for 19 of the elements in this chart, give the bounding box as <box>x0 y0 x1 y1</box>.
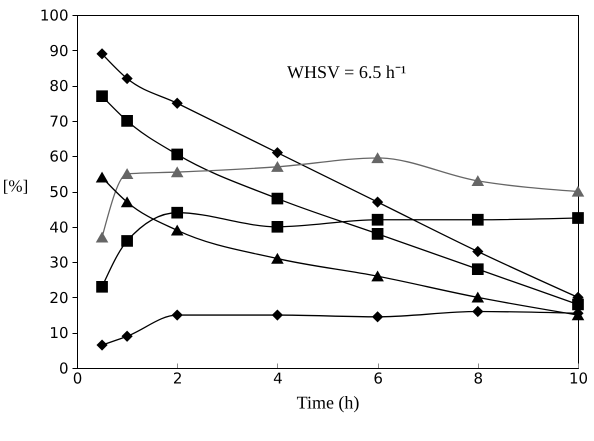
y-tick-label: 50 <box>49 183 68 201</box>
y-tick-label: 100 <box>40 6 68 24</box>
annotation: WHSV = 6.5 h⁻¹ <box>287 62 406 82</box>
y-tick-label: 10 <box>49 324 68 342</box>
x-tick-label: 0 <box>72 370 82 388</box>
y-tick-label: 90 <box>49 42 68 60</box>
y-tick-label: 60 <box>49 148 68 166</box>
x-tick-label: 2 <box>172 370 182 388</box>
x-tick-label: 8 <box>474 370 484 388</box>
y-tick-label: 70 <box>49 112 68 130</box>
y-tick-label: 80 <box>49 77 68 96</box>
x-tick-label: 6 <box>373 370 383 388</box>
y-tick-label: 30 <box>49 254 68 272</box>
y-axis-title: [%] <box>2 176 28 196</box>
y-tick-label: 20 <box>49 288 68 307</box>
x-tick-label: 10 <box>568 370 588 388</box>
y-tick-label: 40 <box>49 218 68 236</box>
x-axis-title: Time (h) <box>296 392 360 412</box>
x-tick-label: 4 <box>273 370 283 388</box>
